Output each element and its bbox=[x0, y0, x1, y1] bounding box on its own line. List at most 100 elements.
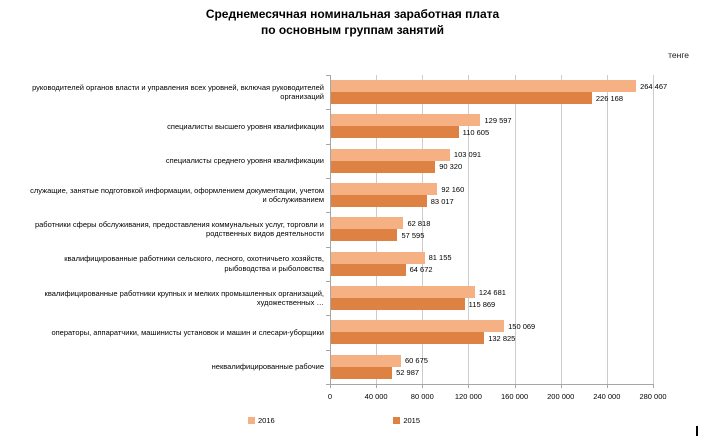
bar-line-2015: 57 595 bbox=[331, 229, 654, 242]
x-tick-label: 200 000 bbox=[547, 392, 575, 401]
gridline bbox=[606, 75, 608, 384]
bar-line-2016: 264 467 bbox=[331, 80, 667, 93]
bar-2016 bbox=[331, 80, 637, 93]
bar-line-2015: 52 987 bbox=[331, 366, 654, 379]
y-tick-mark bbox=[326, 384, 330, 385]
bar-line-2016: 124 681 bbox=[331, 286, 654, 299]
value-label-2015: 90 320 bbox=[439, 162, 463, 172]
category-label: неквалифицированные рабочие bbox=[211, 362, 324, 372]
y-tick-mark bbox=[326, 315, 330, 317]
y-tick-mark bbox=[326, 281, 330, 282]
value-label-2016: 62 818 bbox=[407, 218, 431, 228]
chart-title-line2: по основным группам занятий bbox=[260, 23, 444, 37]
gridline bbox=[653, 75, 654, 384]
value-label-2016: 129 597 bbox=[484, 115, 512, 125]
y-tick-mark bbox=[326, 109, 330, 111]
x-tick-mark bbox=[376, 384, 378, 388]
x-tick-label: 120 000 bbox=[454, 392, 482, 401]
category-row: 124 681 115 869 bbox=[331, 281, 654, 315]
bar-line-2016: 129 597 bbox=[331, 114, 654, 127]
bar-line-2016: 103 091 bbox=[331, 148, 654, 161]
x-tick-label: 160 000 bbox=[501, 392, 529, 401]
value-label-2015: 64 672 bbox=[409, 265, 433, 275]
bar-2015 bbox=[331, 229, 398, 242]
gridline bbox=[468, 75, 470, 384]
x-tick-mark bbox=[330, 384, 331, 388]
y-tick-mark bbox=[326, 143, 330, 145]
legend-swatch-2016 bbox=[248, 417, 255, 424]
category-row: 103 091 90 320 bbox=[331, 144, 654, 178]
y-tick-mark bbox=[326, 349, 330, 351]
legend-entry-2015: 2015 bbox=[393, 416, 420, 425]
x-tick-mark bbox=[468, 384, 470, 388]
category-row: 150 069 132 825 bbox=[331, 315, 654, 349]
bar-2015 bbox=[331, 298, 465, 311]
bar-2015 bbox=[331, 366, 393, 379]
value-label-2016: 92 160 bbox=[441, 184, 465, 194]
category-label: служащие, занятые подготовкой информации… bbox=[30, 185, 324, 205]
bar-2016 bbox=[331, 183, 438, 196]
legend-label-2015: 2015 bbox=[403, 416, 420, 425]
value-label-2015: 83 017 bbox=[430, 196, 454, 206]
legend-swatch-2015 bbox=[393, 417, 401, 424]
category-row: 129 597 110 605 bbox=[331, 109, 654, 143]
x-tick-label: 80 000 bbox=[410, 392, 434, 401]
value-label-2015: 132 825 bbox=[488, 333, 516, 343]
gridline bbox=[560, 75, 562, 384]
corner-mark bbox=[696, 426, 698, 436]
x-tick-mark bbox=[514, 384, 516, 388]
bar-line-2015: 132 825 bbox=[331, 332, 654, 345]
bar-line-2015: 110 605 bbox=[331, 126, 654, 139]
category-label: руководителей органов власти и управлени… bbox=[32, 82, 324, 102]
bar-line-2016: 150 069 bbox=[331, 320, 654, 333]
bar-line-2016: 62 818 bbox=[331, 217, 654, 230]
value-label-2016: 81 155 bbox=[428, 253, 452, 263]
y-tick-mark bbox=[326, 212, 330, 214]
x-tick-label: 240 000 bbox=[593, 392, 621, 401]
bar-line-2015: 83 017 bbox=[331, 195, 654, 208]
bar-line-2015: 226 168 bbox=[331, 92, 654, 105]
bar-2015 bbox=[331, 92, 592, 105]
x-tick-label: 40 000 bbox=[364, 392, 388, 401]
category-label: квалифицированные работники сельского, л… bbox=[64, 254, 324, 273]
value-label-2015: 115 869 bbox=[468, 299, 496, 309]
gridline bbox=[422, 75, 424, 384]
bar-2015 bbox=[331, 126, 459, 139]
category-row: 81 155 64 672 bbox=[331, 247, 654, 281]
x-tick-label: 280 000 bbox=[639, 392, 667, 401]
bar-2015 bbox=[331, 263, 406, 276]
legend-label-2016: 2016 bbox=[258, 416, 275, 425]
bar-line-2016: 60 675 bbox=[331, 354, 654, 367]
category-label: квалифицированные работники крупных и ме… bbox=[44, 288, 324, 308]
value-label-2016: 103 091 bbox=[453, 150, 482, 160]
value-label-2016: 150 069 bbox=[508, 321, 536, 331]
unit-label: тенге bbox=[668, 50, 689, 60]
x-tick-mark bbox=[606, 384, 608, 388]
bar-2016 bbox=[331, 114, 481, 127]
category-row: 92 160 83 017 bbox=[331, 178, 654, 212]
gridline bbox=[514, 75, 516, 384]
value-label-2016: 60 675 bbox=[404, 356, 428, 366]
value-label-2015: 52 987 bbox=[396, 368, 420, 378]
value-label-2016: 264 467 bbox=[640, 81, 668, 91]
bar-2016 bbox=[331, 286, 475, 299]
category-axis: руководителей органов власти и управлени… bbox=[0, 75, 330, 384]
category-label: работники сферы обслуживания, предоставл… bbox=[34, 219, 324, 239]
bar-2015 bbox=[331, 332, 485, 345]
bar-2016 bbox=[331, 251, 425, 264]
bar-line-2015: 90 320 bbox=[331, 160, 654, 173]
bar-line-2016: 92 160 bbox=[331, 183, 654, 196]
value-label-2015: 110 605 bbox=[462, 127, 490, 137]
bar-2015 bbox=[331, 195, 427, 208]
category-label: специалисты среднего уровня квалификации bbox=[165, 156, 324, 166]
category-row: 264 467 226 168 bbox=[331, 75, 667, 109]
plot-area: 264 467 226 168 129 597 110 605 103 091 90 32… bbox=[330, 75, 667, 385]
y-tick-mark bbox=[326, 246, 330, 248]
chart-title: Среднемесячная номинальная заработная пл… bbox=[0, 6, 705, 38]
bar-2015 bbox=[331, 160, 436, 173]
x-tick-label: 0 bbox=[327, 392, 333, 401]
x-tick-mark bbox=[560, 384, 562, 388]
legend: 2016 2015 bbox=[248, 416, 420, 425]
bar-line-2015: 64 672 bbox=[331, 263, 654, 276]
